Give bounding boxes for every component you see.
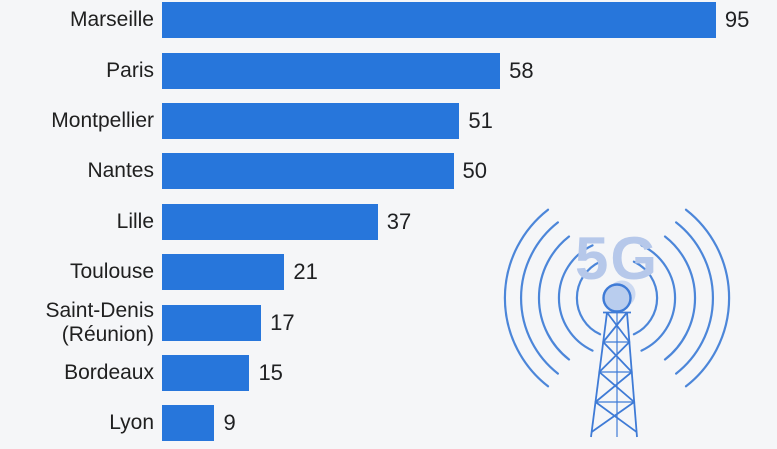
chart-row: Lyon 9 (0, 398, 777, 448)
category-label: Toulouse (69, 260, 154, 284)
chart-row: Montpellier 51 (0, 96, 777, 146)
bar (162, 203, 378, 240)
category-label: Marseille (69, 8, 154, 32)
radio-waves-right-icon (632, 208, 731, 388)
bar (162, 102, 460, 139)
bar (162, 405, 215, 442)
radio-waves-left-icon (503, 208, 602, 388)
chart-row: Lille 37 (0, 197, 777, 247)
value-label: 37 (386, 208, 412, 234)
chart-row: Saint-Denis (Réunion) 17 (0, 297, 777, 347)
value-label: 51 (468, 107, 493, 133)
value-label: 15 (258, 359, 283, 385)
value-label: 17 (270, 309, 295, 335)
bar (162, 354, 250, 391)
category-label: Montpellier (51, 108, 154, 132)
chart-row: Bordeaux 15 (0, 348, 777, 398)
chart-row: Marseille 95 (0, 0, 777, 45)
bar (162, 304, 262, 341)
antenna-tower-icon (590, 311, 638, 438)
category-label: Nantes (87, 159, 154, 183)
category-label: Lyon (109, 411, 154, 435)
bar (162, 153, 454, 190)
value-label: 21 (293, 259, 318, 285)
chart-row: Paris 58 (0, 45, 777, 95)
bar (162, 2, 716, 39)
chart-row: Toulouse 21 (0, 247, 777, 297)
value-label: 9 (223, 410, 236, 436)
chart-row: Nantes 50 (0, 146, 777, 196)
category-label: Saint-Denis (Réunion) (45, 298, 154, 346)
5g-antenna-illustration: 5G (503, 208, 731, 438)
category-label: Paris (106, 58, 154, 82)
antenna-head-icon (602, 283, 632, 313)
bar (162, 254, 285, 291)
category-label: Lille (116, 209, 154, 233)
value-label: 58 (509, 57, 534, 83)
category-label: Bordeaux (64, 360, 154, 384)
value-label: 95 (724, 7, 750, 33)
bar (162, 52, 501, 89)
5g-label: 5G (575, 225, 659, 292)
value-label: 50 (462, 158, 487, 184)
